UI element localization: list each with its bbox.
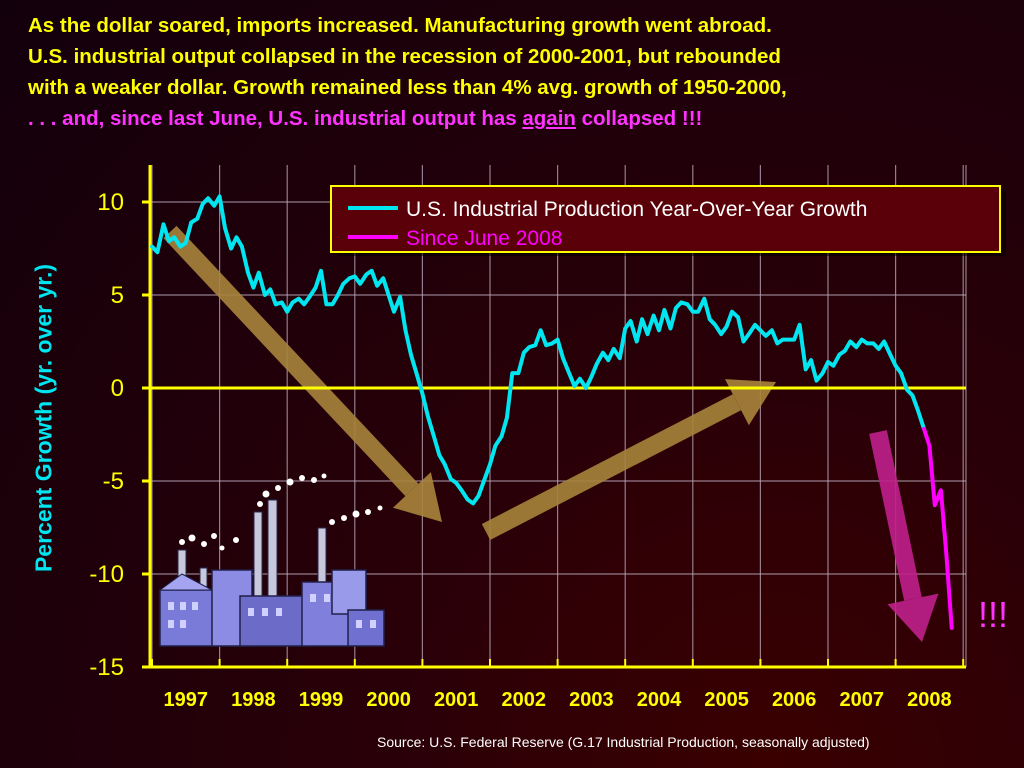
series-line-2	[922, 426, 954, 630]
arrow-shaft	[163, 225, 419, 497]
headline-line-4: . . . and, since last June, U.S. industr…	[28, 107, 702, 130]
down-arrow-2008	[869, 430, 939, 642]
legend-box	[330, 185, 1001, 253]
factory-building	[331, 569, 367, 615]
y-tick-label: -15	[89, 654, 124, 681]
y-tick-label: 5	[111, 282, 124, 309]
headline-emphasis: again	[522, 107, 576, 130]
x-tick-label: 2000	[366, 689, 411, 711]
legend-label: Since June 2008	[406, 227, 562, 250]
chart-series	[150, 194, 954, 630]
x-tick-label: 2005	[704, 689, 749, 711]
factory-windows	[168, 594, 376, 628]
headline: As the dollar soared, imports increased.…	[28, 10, 1008, 134]
x-tick-label: 1999	[299, 689, 344, 711]
x-tick-label: 1997	[164, 689, 209, 711]
x-tick-label: 1998	[231, 689, 276, 711]
headline-line-2: U.S. industrial output collapsed in the …	[28, 45, 781, 68]
arrow-head	[392, 472, 442, 522]
factory-smoke	[179, 473, 383, 551]
series-line-1	[150, 194, 926, 506]
x-tick-label: 2007	[840, 689, 885, 711]
legend-label: U.S. Industrial Production Year-Over-Yea…	[406, 198, 867, 221]
x-tick-label: 2008	[907, 689, 952, 711]
x-tick-label: 2006	[772, 689, 817, 711]
y-tick-label: -10	[89, 561, 124, 588]
factory-building	[347, 609, 385, 647]
y-tick-label: -5	[103, 468, 124, 495]
arrow-shaft	[869, 430, 922, 601]
x-tick-label: 2004	[637, 689, 682, 711]
up-arrow-2002-2006	[481, 379, 776, 540]
arrow-shaft	[481, 394, 742, 540]
collapse-annotation: !!!	[978, 594, 1009, 635]
trend-arrows	[163, 225, 939, 642]
x-tick-label: 2001	[434, 689, 479, 711]
y-tick-label: 0	[111, 375, 124, 402]
y-tick-label: 10	[97, 189, 124, 216]
arrow-head	[724, 379, 776, 426]
headline-line-3: with a weaker dollar. Growth remained le…	[28, 76, 787, 99]
source-note: Source: U.S. Federal Reserve (G.17 Indus…	[377, 734, 870, 750]
chart-legend: U.S. Industrial Production Year-Over-Yea…	[330, 185, 1006, 256]
headline-line-4-end: collapsed !!!	[575, 107, 703, 130]
factory-roof	[158, 573, 213, 591]
factory-building	[239, 595, 311, 647]
arrow-head	[887, 593, 939, 642]
factory-illustration	[158, 473, 385, 647]
headline-line-4-start: . . . and, since last June, U.S. industr…	[28, 107, 523, 130]
chart-axes: 10 5 0 -5 -10 -15 1997 1998 1999 2000 2001 2002 2003…	[89, 165, 966, 711]
down-arrow-1997-2001	[163, 225, 442, 522]
headline-line-1: As the dollar soared, imports increased.…	[28, 14, 772, 37]
x-tick-label: 2002	[502, 689, 547, 711]
x-tick-label: 2003	[569, 689, 614, 711]
